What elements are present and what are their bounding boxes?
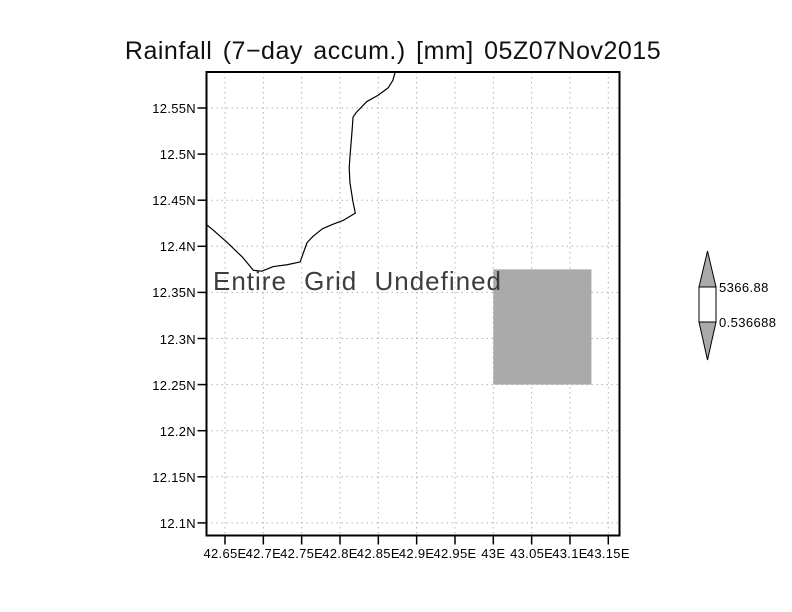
x-tick-label: 42.8E xyxy=(322,546,358,561)
y-tick-label: 12.3N xyxy=(159,331,196,347)
colorbar xyxy=(698,250,717,361)
y-tick-label: 12.15N xyxy=(152,469,196,485)
chart-title: Rainfall (7−day accum.) [mm] 05Z07Nov201… xyxy=(124,37,662,65)
axis-ticks xyxy=(197,107,610,545)
y-tick-label: 12.25N xyxy=(152,377,196,393)
colorbar-mid-cell xyxy=(698,286,717,323)
grid-lines xyxy=(206,72,620,536)
x-tick-label: 43.05E xyxy=(510,546,554,561)
plot-frame xyxy=(205,71,621,537)
x-tick-label: 43E xyxy=(481,546,506,561)
x-tick-label: 42.9E xyxy=(398,546,435,561)
coastline xyxy=(206,72,396,272)
undefined-data-cell xyxy=(493,269,592,385)
x-tick-label: 43.15E xyxy=(586,546,630,561)
y-tick-label: 12.55N xyxy=(152,101,196,116)
y-tick-label: 12.35N xyxy=(152,285,196,301)
x-tick-label: 42.65E xyxy=(203,546,247,561)
x-tick-label: 42.7E xyxy=(245,546,282,561)
y-tick-label: 12.5N xyxy=(159,147,196,163)
colorbar-lower-arrow xyxy=(698,321,717,361)
y-tick-label: 12.2N xyxy=(159,423,196,439)
x-tick-label: 42.85E xyxy=(356,546,400,561)
colorbar-max-label: 5366.88 xyxy=(719,280,769,295)
x-tick-label: 42.75E xyxy=(280,546,324,561)
x-tick-label: 43.1E xyxy=(552,546,588,561)
undefined-grid-annotation: Entire Grid Undefined xyxy=(213,266,503,296)
colorbar-min-label: 0.536688 xyxy=(719,315,777,330)
y-tick-label: 12.4N xyxy=(159,239,196,255)
y-tick-label: 12.1N xyxy=(159,515,196,531)
x-tick-label: 42.95E xyxy=(433,546,477,561)
y-tick-label: 12.45N xyxy=(152,193,196,209)
colorbar-upper-arrow xyxy=(698,250,717,288)
